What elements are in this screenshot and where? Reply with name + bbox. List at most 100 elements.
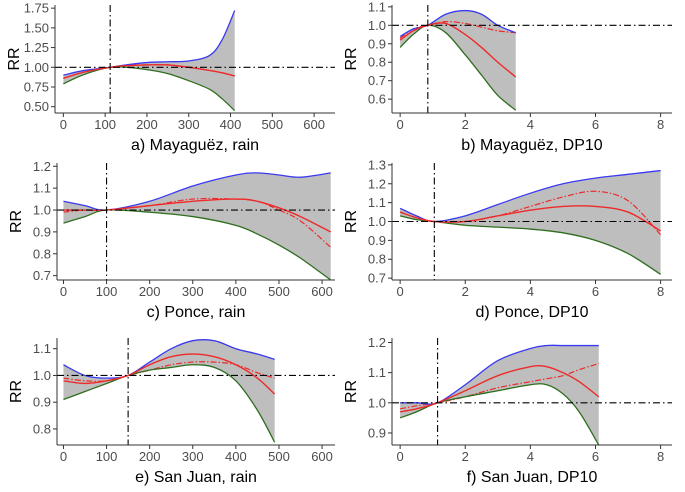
panel-d: 0 2 4 6 8 0.7 0.8 0.9 1.0 1.1 1.2 1.3 RR d) Ponce, DP…	[343, 157, 672, 321]
y-tick-label: 0.6	[368, 92, 386, 107]
y-tick-label: 0.7	[368, 73, 386, 88]
x-tick-label: 400	[220, 117, 242, 132]
x-tick-label: 8	[657, 449, 664, 464]
y-tick-label: 1.2	[33, 159, 51, 174]
x-tick-label: 0	[60, 449, 67, 464]
panel-caption: a) Mayaguëz, rain	[131, 137, 259, 154]
panel-a: 0 100 200 300 400 500 600 0.50 0.75 1.00 1.25 1.50 1…	[6, 1, 335, 154]
x-tick-label: 0	[60, 117, 67, 132]
panel-caption: b) Mayaguëz, DP10	[461, 137, 603, 154]
y-tick-label: 1.0	[368, 214, 386, 229]
y-tick-label: 0.8	[368, 55, 386, 70]
x-tick-label: 100	[94, 117, 116, 132]
y-tick-label: 0.9	[368, 233, 386, 248]
y-tick-label: 1.0	[33, 203, 51, 218]
x-tick-label: 200	[136, 117, 158, 132]
y-tick-label: 1.2	[368, 176, 386, 191]
panel-caption: d) Ponce, DP10	[476, 304, 589, 321]
x-tick-label: 500	[268, 284, 290, 299]
y-tick-label: 1.0	[368, 395, 386, 410]
y-tick-label: 0.9	[368, 425, 386, 440]
estimate-line	[63, 64, 235, 79]
estimate-line	[399, 22, 517, 78]
x-tick-label: 6	[592, 449, 599, 464]
upper-bound-line	[63, 172, 331, 211]
x-tick-label: 2	[462, 284, 469, 299]
lower-bound-line	[399, 383, 600, 446]
panel-e: 0 100 200 300 400 500 600 0.8 0.9 1.0 1.1 RR e) San …	[8, 338, 335, 486]
confidence-band	[400, 10, 516, 111]
x-tick-label: 400	[225, 449, 247, 464]
y-tick-label: 0.7	[33, 268, 51, 283]
estimate-line	[63, 198, 332, 233]
y-tick-label: 1.0	[368, 18, 386, 33]
x-tick-label: 300	[182, 449, 204, 464]
y-axis-label: RR	[343, 47, 360, 70]
confidence-band	[63, 172, 331, 280]
confidence-band	[400, 170, 661, 275]
y-axis-label: RR	[8, 210, 25, 233]
panel-caption: f) San Juan, DP10	[467, 469, 598, 486]
estimate-line	[400, 364, 600, 413]
y-tick-label: 0.8	[368, 252, 386, 267]
y-tick-label: 1.2	[368, 335, 386, 350]
x-tick-label: 0	[397, 449, 404, 464]
y-tick-label: 0.8	[33, 246, 51, 261]
y-tick-label: 1.1	[33, 181, 51, 196]
y-tick-label: 1.3	[368, 157, 386, 172]
x-tick-label: 2	[462, 117, 469, 132]
y-tick-label: 1.50	[24, 20, 49, 35]
lower-bound-line	[63, 209, 332, 281]
x-tick-label: 400	[225, 284, 247, 299]
y-tick-label: 1.00	[24, 60, 49, 75]
y-tick-label: 0.9	[368, 36, 386, 51]
y-tick-label: 1.1	[33, 341, 51, 356]
y-tick-label: 1.75	[24, 1, 49, 16]
y-axis-label: RR	[343, 380, 360, 403]
x-tick-label: 2	[462, 449, 469, 464]
panel-b: 0 2 4 6 8 0.6 0.7 0.8 0.9 1.0 1.1 RR b) Mayaguëz, DP…	[343, 0, 672, 154]
x-tick-label: 200	[139, 449, 161, 464]
lower-bound-line	[63, 66, 236, 112]
y-tick-label: 0.8	[33, 421, 51, 436]
y-tick-label: 0.75	[24, 79, 49, 94]
y-tick-label: 1.25	[24, 40, 49, 55]
x-tick-label: 6	[592, 284, 599, 299]
estimate-line	[63, 353, 276, 395]
x-tick-label: 0	[397, 117, 404, 132]
upper-bound-line	[399, 9, 516, 37]
x-tick-label: 4	[527, 117, 534, 132]
upper-bound-line	[63, 339, 275, 379]
panel-f: 0 2 4 6 8 0.9 1.0 1.1 1.2 RR f) San Juan, DP10	[343, 335, 672, 486]
x-tick-label: 0	[60, 284, 67, 299]
x-tick-label: 100	[96, 449, 118, 464]
x-tick-label: 6	[592, 117, 599, 132]
y-tick-label: 1.1	[368, 195, 386, 210]
estimate-line	[399, 205, 661, 232]
panel-caption: e) San Juan, rain	[135, 469, 257, 486]
x-tick-label: 300	[182, 284, 204, 299]
x-tick-label: 500	[268, 449, 290, 464]
x-tick-label: 8	[657, 117, 664, 132]
y-axis-label: RR	[6, 47, 23, 70]
x-tick-label: 4	[527, 449, 534, 464]
x-tick-label: 300	[178, 117, 200, 132]
y-tick-label: 0.50	[24, 99, 49, 114]
y-axis-label: RR	[8, 380, 25, 403]
x-tick-label: 0	[397, 284, 404, 299]
x-tick-label: 600	[311, 284, 333, 299]
upper-bound-line	[400, 344, 599, 405]
x-tick-label: 8	[657, 284, 664, 299]
x-tick-label: 200	[139, 284, 161, 299]
x-tick-label: 4	[527, 284, 534, 299]
lower-bound-line	[63, 364, 276, 443]
y-tick-label: 1.1	[368, 0, 386, 14]
y-tick-label: 0.9	[33, 224, 51, 239]
x-tick-label: 500	[261, 117, 283, 132]
y-tick-label: 0.7	[368, 271, 386, 286]
y-axis-label: RR	[343, 210, 360, 233]
x-tick-label: 600	[303, 117, 325, 132]
panel-c: 0 100 200 300 400 500 600 0.7 0.8 0.9 1.0 1.1 1.2 RR c…	[8, 159, 335, 321]
y-tick-label: 1.1	[368, 365, 386, 380]
